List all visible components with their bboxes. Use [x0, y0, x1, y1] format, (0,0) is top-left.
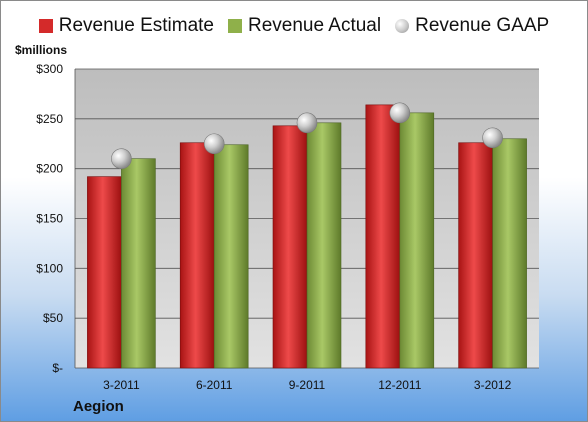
x-tick-label: 9-2011	[289, 378, 326, 392]
marker-revenue-gaap	[296, 112, 318, 134]
legend-swatch-gaap	[395, 19, 410, 33]
y-tick-label: $100	[36, 261, 63, 275]
bar-revenue-actual	[213, 144, 249, 369]
y-tick-label: $-	[52, 361, 63, 375]
x-tick-label: 3-2011	[103, 378, 140, 392]
bar-revenue-actual	[306, 122, 342, 369]
y-axis-unit-label: $millions	[15, 43, 68, 57]
legend-swatch-actual	[228, 19, 242, 33]
bar-revenue-estimate	[458, 142, 493, 369]
bar-revenue-actual	[399, 112, 435, 369]
bar-revenue-actual	[492, 138, 527, 369]
x-tick-label: 3-2012	[474, 378, 512, 392]
marker-revenue-gaap	[482, 127, 503, 149]
bar-revenue-estimate	[179, 142, 215, 369]
legend-item-gaap: Revenue GAAP	[395, 15, 549, 37]
marker-revenue-gaap	[203, 133, 225, 155]
x-tick-label: 12-2011	[378, 378, 421, 392]
bar-revenue-actual	[121, 158, 156, 369]
legend-item-estimate: Revenue Estimate	[38, 15, 214, 37]
y-tick-label: $50	[43, 311, 63, 325]
legend-label-actual: Revenue Actual	[248, 15, 382, 36]
legend-label-gaap: Revenue GAAP	[415, 15, 550, 36]
legend: Revenue Estimate Revenue Actual Revenue …	[1, 15, 587, 37]
y-tick-label: $200	[36, 162, 63, 176]
bar-revenue-estimate	[87, 176, 122, 369]
y-tick-label: $150	[36, 212, 63, 226]
marker-revenue-gaap	[111, 148, 132, 169]
legend-label-estimate: Revenue Estimate	[58, 15, 214, 36]
y-tick-label: $300	[36, 62, 63, 76]
bar-revenue-estimate	[365, 104, 401, 369]
bar-revenue-estimate	[272, 125, 308, 369]
x-tick-label: 6-2011	[196, 378, 233, 392]
y-tick-label: $250	[36, 112, 63, 126]
legend-swatch-estimate	[38, 19, 53, 33]
legend-item-actual: Revenue Actual	[228, 15, 381, 37]
company-name: Aegion	[73, 398, 124, 415]
marker-revenue-gaap	[389, 102, 411, 124]
